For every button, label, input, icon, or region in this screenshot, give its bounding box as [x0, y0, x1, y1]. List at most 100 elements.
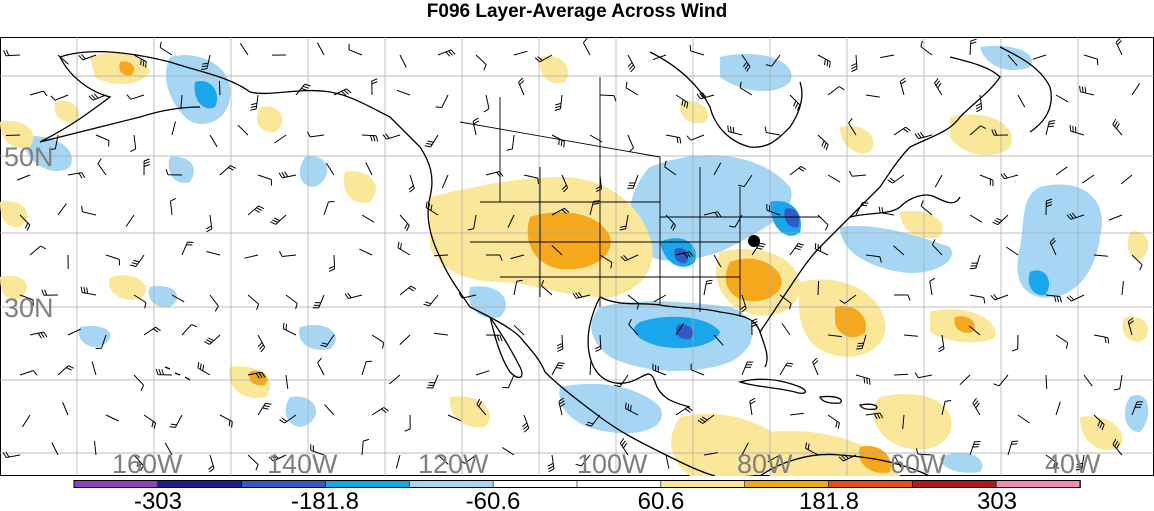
- wind-barb: [558, 397, 566, 416]
- wind-barb: [972, 397, 981, 416]
- wind-barb: [164, 442, 173, 456]
- wind-barb: [914, 132, 933, 140]
- wind-barb: [143, 414, 157, 429]
- wind-barb: [969, 441, 981, 456]
- wind-barb: [502, 374, 515, 389]
- wind-barb: [1011, 334, 1019, 352]
- wind-barb: [1045, 120, 1056, 136]
- wind-barb: [850, 54, 858, 72]
- wind-barb: [893, 454, 902, 468]
- wind-barb: [741, 54, 751, 72]
- wind-barb: [599, 94, 617, 102]
- wind-barb: [848, 170, 867, 177]
- wind-barb: [827, 334, 842, 338]
- wind-barb: [689, 44, 705, 56]
- wind-barb: [344, 292, 363, 299]
- wind-barb: [247, 371, 266, 379]
- wind-barb: [278, 171, 297, 179]
- wind-barb: [333, 88, 352, 96]
- wind-barb: [219, 165, 236, 176]
- wind-barb: [817, 214, 829, 231]
- wind-barb: [143, 158, 150, 176]
- wind-barb: [614, 374, 629, 388]
- wind-barb: [171, 294, 185, 303]
- wind-barb: [814, 242, 829, 256]
- wind-barb: [713, 254, 722, 268]
- wind-barb: [764, 126, 781, 136]
- colorbar-label: 60.6: [638, 488, 685, 511]
- wind-barb: [396, 89, 411, 96]
- wind-barb: [855, 202, 869, 216]
- wind-barb: [424, 134, 439, 148]
- wind-barb: [938, 334, 945, 353]
- colorbar-cell: [241, 480, 327, 488]
- wind-barb: [1069, 125, 1085, 136]
- wind-barb: [475, 370, 490, 376]
- wind-barb: [133, 374, 145, 391]
- wind-barb: [751, 318, 758, 336]
- wind-barb: [903, 334, 918, 337]
- wind-barb: [1079, 85, 1095, 96]
- wind-barb: [435, 94, 449, 108]
- wind-barb: [920, 200, 933, 216]
- wind-barb: [257, 334, 266, 353]
- wind-barb: [325, 162, 335, 176]
- wind-barb: [1006, 246, 1019, 256]
- wind-barb: [1093, 414, 1105, 431]
- wind-barb: [67, 172, 86, 179]
- plot-title: F096 Layer-Average Across Wind: [426, 1, 728, 22]
- wind-barb: [29, 245, 47, 256]
- wind-barb: [404, 414, 411, 432]
- lon-label-100w: 100W: [577, 449, 648, 476]
- wind-barb: [1075, 454, 1085, 471]
- wind-barb: [359, 248, 373, 256]
- wind-barb: [423, 294, 439, 307]
- wind-barb: [827, 86, 845, 96]
- station-marker: [748, 235, 760, 247]
- wind-barb: [310, 444, 325, 456]
- wind-barb: [1131, 254, 1143, 271]
- wind-barb: [388, 374, 401, 385]
- wind-barb: [425, 201, 439, 216]
- wind-barb: [3, 50, 21, 57]
- wind-barb: [865, 412, 884, 420]
- colorbar-cell: [828, 480, 914, 488]
- wind-barb: [727, 125, 743, 136]
- wind-barb: [209, 134, 218, 148]
- wind-barb: [29, 331, 48, 339]
- wind-barb: [894, 294, 911, 301]
- wind-barb: [572, 291, 591, 299]
- wind-barb: [105, 414, 119, 422]
- wind-barb: [94, 441, 97, 456]
- wind-barb: [50, 94, 69, 101]
- wind-barb: [1055, 334, 1069, 349]
- colorbar-cell: [409, 480, 494, 488]
- wind-barb: [979, 174, 994, 187]
- wind-barb: [459, 454, 477, 464]
- wind-barb: [738, 174, 753, 188]
- wind-barb: [323, 201, 335, 216]
- wind-barb: [789, 243, 805, 256]
- wind-barb: [324, 404, 335, 416]
- wind-barb: [941, 400, 952, 416]
- wind-barb: [969, 254, 981, 270]
- wind-barb: [205, 214, 213, 233]
- wind-barb: [476, 398, 487, 416]
- wind-barb: [518, 77, 525, 96]
- wind-barb: [696, 92, 715, 100]
- wind-barb: [627, 174, 639, 189]
- colorbar-cell: [912, 480, 997, 488]
- wind-barb: [95, 134, 110, 147]
- wind-barb: [95, 334, 107, 349]
- wind-barb: [1066, 212, 1085, 220]
- wind-barb: [49, 134, 59, 151]
- lon-label-120w: 120W: [418, 449, 489, 476]
- wind-barb: [143, 326, 161, 336]
- wind-barb: [328, 254, 336, 272]
- wind-barb: [817, 134, 829, 151]
- wind-barb: [507, 214, 515, 228]
- colorbar-cell: [576, 480, 662, 488]
- wind-barb: [713, 162, 722, 176]
- wind-barb: [408, 174, 415, 193]
- wind-barb: [1131, 401, 1143, 416]
